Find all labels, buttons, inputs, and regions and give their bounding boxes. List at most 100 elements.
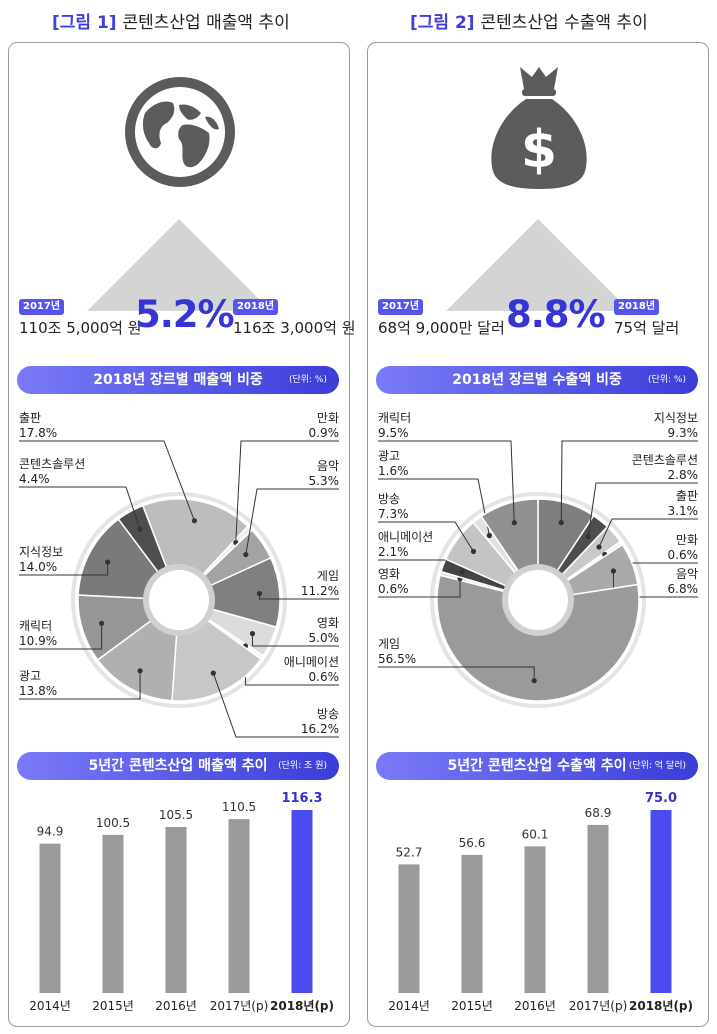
- pie-center-hole: [508, 570, 568, 630]
- bar-value-label-1: 100.5: [96, 816, 130, 830]
- pie-leader-dot-1: [585, 534, 591, 540]
- pie-label-3: 만화: [676, 533, 698, 547]
- pie-leader-line-7: [19, 670, 141, 700]
- sales-panel: 2017년 110조 5,000억 원 5.2% 2018년 116조 3,00…: [8, 42, 356, 1027]
- sales-bar-header: 5년간 콘텐츠산업 매출액 추이 (단위: 조 원): [17, 752, 339, 780]
- pie-value-label-4: 6.8%: [668, 582, 699, 596]
- bar-category-label-3: 2017년(p): [569, 999, 628, 1013]
- export-from-amount: 68억 9,000만 달러: [378, 319, 505, 337]
- export-5year-bar-chart: 52.7 2014년 56.6 2015년 60.1 2016년 68.9 2017년(p) 7…: [388, 791, 693, 1013]
- pie-value-label-6: 0.6%: [378, 582, 409, 596]
- pie-leader-dot-3: [256, 590, 263, 597]
- pie-label-4: 영화: [317, 616, 339, 630]
- pie-value-label-7: 13.8%: [19, 684, 57, 698]
- bar-value-label-1: 56.6: [459, 836, 486, 850]
- export-from-year-badge: 2017년: [378, 299, 424, 315]
- pie-leader-dot-0: [191, 518, 198, 524]
- bar-category-label-4: 2018년(p): [629, 999, 693, 1013]
- pie-outer-ring: [430, 492, 646, 708]
- bar-category-label-0: 2014년: [388, 999, 430, 1013]
- pie-value-label-9: 1.6%: [378, 464, 409, 478]
- bar-category-label-2: 2016년: [514, 999, 556, 1013]
- money-bag-icon: $: [491, 67, 587, 189]
- pie-leader-dot-7: [459, 569, 465, 575]
- pie-value-label-8: 10.9%: [19, 634, 57, 648]
- pie-leader-dot-9: [105, 559, 111, 565]
- pie-leader-line-1: [235, 440, 339, 543]
- pie-leader-line-1: [587, 482, 698, 537]
- pie-leader-line-4: [251, 633, 339, 647]
- pie-leader-line-6: [378, 578, 461, 598]
- bar-1: [102, 834, 124, 993]
- pie-label-0: 출판: [19, 411, 41, 425]
- export-pie-header: 2018년 장르별 수출액 비중 (단위: %): [376, 366, 698, 394]
- bar-value-label-3: 68.9: [585, 806, 612, 820]
- sales-5year-bar-chart: 94.9 2014년 100.5 2015년 105.5 2016년 110.5 2017년(…: [29, 791, 334, 1013]
- pie-leader-line-0: [19, 440, 195, 521]
- export-bar-header: 5년간 콘텐츠산업 수출액 추이 (단위: 억 달러): [376, 752, 698, 780]
- pie-leader-line-2: [598, 518, 698, 548]
- pie-leader-dot-10: [511, 520, 517, 526]
- bar-value-label-0: 52.7: [396, 845, 423, 859]
- bar-value-label-4: 116.3: [281, 791, 322, 806]
- pie-label-9: 광고: [378, 449, 400, 463]
- bar-category-label-0: 2014년: [29, 999, 71, 1013]
- bar-category-label-1: 2015년: [92, 999, 134, 1013]
- export-pie-title: 2018년 장르별 수출액 비중: [452, 372, 622, 388]
- pie-leader-dot-4: [610, 568, 617, 574]
- sales-pie-header: 2018년 장르별 매출액 비중 (단위: %): [17, 366, 339, 394]
- bar-0: [398, 864, 420, 993]
- pie-label-5: 게임: [378, 637, 400, 651]
- pie-label-1: 콘텐츠솔루션: [632, 453, 698, 467]
- pie-center-hole: [149, 570, 209, 630]
- bar-2: [524, 846, 546, 993]
- export-to-year-badge: 2018년: [614, 299, 660, 315]
- sales-from-year-badge: 2017년: [19, 299, 65, 315]
- bar-3: [587, 824, 609, 993]
- pie-label-2: 출판: [676, 489, 698, 503]
- pie-leader-dot-10: [137, 526, 143, 532]
- pie-value-label-2: 3.1%: [668, 504, 699, 518]
- export-panel: $ 2017년 68억 9,000만 달러 8.8% 2018년 75억 달러 …: [367, 42, 709, 1027]
- pie-leader-line-2: [245, 488, 339, 555]
- bar-3: [228, 819, 250, 993]
- pie-value-label-2: 5.3%: [309, 474, 340, 488]
- figure-1-title: [그림 1] 콘텐츠산업 매출액 추이: [52, 8, 290, 33]
- pie-value-label-3: 0.6%: [668, 548, 699, 562]
- pie-label-1: 만화: [317, 411, 339, 425]
- bar-2: [165, 826, 187, 993]
- pie-leader-dot-2: [243, 551, 249, 558]
- sales-up-arrow: [87, 219, 271, 311]
- pie-label-6: 방송: [317, 707, 339, 721]
- pie-slice-5: [436, 574, 640, 702]
- export-genre-pie-chart: 지식정보9.3%콘텐츠솔루션2.8%출판3.1%만화0.6%음악6.8%게임56…: [378, 411, 698, 708]
- pie-value-label-3: 11.2%: [301, 584, 339, 598]
- pie-leader-dot-5: [531, 678, 537, 684]
- pie-leader-dot-7: [137, 668, 143, 674]
- figure-2-title-text: 콘텐츠산업 수출액 추이: [480, 13, 648, 33]
- bar-value-label-3: 110.5: [222, 800, 256, 814]
- bar-value-label-0: 94.9: [37, 825, 64, 839]
- pie-label-7: 광고: [19, 669, 41, 683]
- bar-4: [291, 810, 313, 993]
- pie-label-7: 애니메이션: [378, 530, 433, 544]
- pie-label-8: 방송: [378, 492, 400, 506]
- sales-pie-unit: (단위: %): [288, 375, 327, 385]
- bar-1: [461, 854, 483, 993]
- pie-label-2: 음악: [317, 459, 339, 473]
- sales-from-amount: 110조 5,000억 원: [19, 319, 142, 337]
- export-bar-unit: (단위: 억 달러): [628, 761, 686, 771]
- pie-value-label-7: 2.1%: [378, 545, 409, 559]
- figure-1-title-text: 콘텐츠산업 매출액 추이: [122, 13, 290, 33]
- bar-value-label-4: 75.0: [645, 791, 677, 806]
- figure-2-title: [그림 2] 콘텐츠산업 수출액 추이: [410, 8, 648, 33]
- pie-leader-line-5: [378, 666, 535, 681]
- pie-leader-dot-4: [249, 631, 256, 637]
- sales-bar-title: 5년간 콘텐츠산업 매출액 추이: [88, 758, 268, 774]
- export-bar-title: 5년간 콘텐츠산업 수출액 추이: [447, 758, 627, 774]
- bar-4: [650, 810, 672, 993]
- bar-category-label-2: 2016년: [155, 999, 197, 1013]
- pie-value-label-5: 0.6%: [309, 670, 340, 684]
- pie-label-10: 캐릭터: [378, 411, 411, 425]
- pie-value-label-9: 14.0%: [19, 560, 57, 574]
